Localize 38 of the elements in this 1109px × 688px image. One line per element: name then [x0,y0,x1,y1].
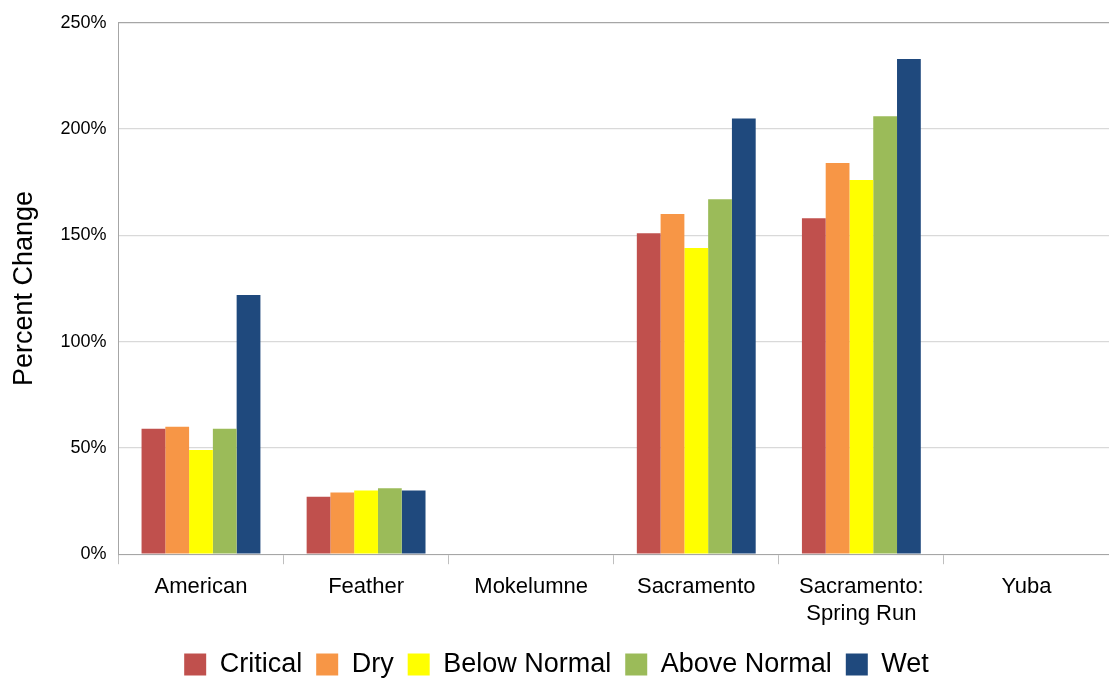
y-tick-label: 100% [60,330,107,351]
y-tick-label: 250% [60,11,107,32]
bar [708,199,732,554]
legend-label: Below Normal [443,647,612,678]
bar [377,488,402,554]
y-tick-label: 200% [60,118,107,139]
bar [825,163,850,554]
x-tick-label: American [154,573,248,599]
bar [354,490,378,554]
legend-label: Wet [881,647,930,678]
y-tick-label: 50% [70,436,107,457]
bar [731,118,756,554]
bar [212,428,237,554]
x-tick-label: Sacramento: Spring Run [798,573,924,625]
x-tick-label: Mokelumne [474,573,589,599]
bar [141,428,166,554]
bar [165,426,190,554]
bar [801,218,826,554]
bar [306,496,331,554]
bar [684,248,709,554]
bar [636,233,661,554]
bar [330,492,355,554]
legend-label: Above Normal [660,647,832,678]
bar [189,450,213,554]
bar [849,180,874,554]
y-axis-title: Percent Change [7,190,38,387]
y-tick-label: 150% [60,224,107,245]
bar [401,490,426,554]
bar [236,294,261,554]
bar [660,214,685,554]
legend-label: Critical [219,647,303,678]
bar [897,58,921,554]
x-tick-label: Sacramento [636,573,756,599]
legend-label: Dry [351,647,395,678]
x-tick-label: Yuba [1001,573,1053,599]
bar [873,116,898,554]
y-tick-label: 0% [80,543,107,564]
x-tick-label: Feather [328,573,404,599]
